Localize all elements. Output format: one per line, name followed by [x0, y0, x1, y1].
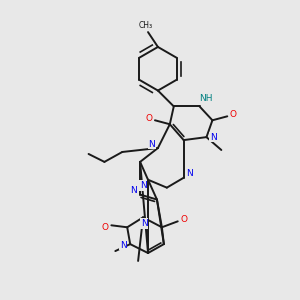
Text: N: N	[140, 181, 146, 190]
Text: N: N	[141, 219, 147, 228]
Text: CH₃: CH₃	[139, 21, 153, 30]
Text: N: N	[120, 241, 127, 250]
Text: O: O	[180, 215, 187, 224]
Text: O: O	[102, 223, 109, 232]
Text: NH: NH	[199, 94, 212, 103]
Text: N: N	[186, 169, 193, 178]
Text: O: O	[146, 114, 152, 123]
Text: N: N	[130, 186, 136, 195]
Text: N: N	[210, 133, 217, 142]
Text: N: N	[148, 140, 155, 148]
Text: O: O	[230, 110, 237, 119]
